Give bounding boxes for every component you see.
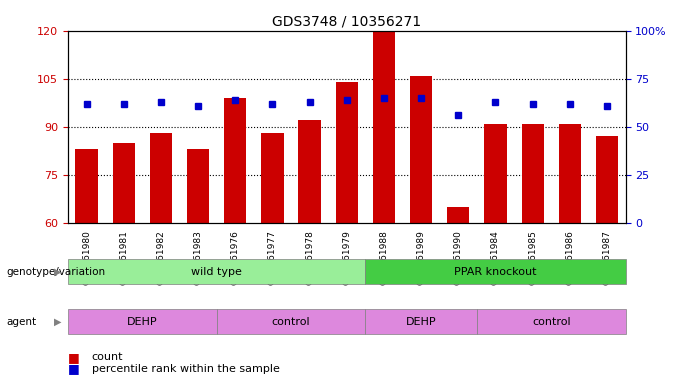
Text: count: count bbox=[92, 352, 123, 362]
Text: DEHP: DEHP bbox=[406, 316, 437, 327]
Bar bbox=[113, 143, 135, 223]
Bar bbox=[559, 124, 581, 223]
Text: ■: ■ bbox=[68, 362, 80, 375]
Text: DEHP: DEHP bbox=[127, 316, 158, 327]
Bar bbox=[373, 31, 395, 223]
Text: percentile rank within the sample: percentile rank within the sample bbox=[92, 364, 279, 374]
Text: PPAR knockout: PPAR knockout bbox=[454, 266, 537, 277]
Bar bbox=[261, 133, 284, 223]
Bar bbox=[224, 98, 246, 223]
Text: agent: agent bbox=[7, 316, 37, 327]
Bar bbox=[522, 124, 544, 223]
Bar bbox=[150, 133, 172, 223]
Text: ■: ■ bbox=[68, 351, 80, 364]
Text: control: control bbox=[272, 316, 310, 327]
Title: GDS3748 / 10356271: GDS3748 / 10356271 bbox=[272, 14, 422, 28]
Text: wild type: wild type bbox=[191, 266, 242, 277]
Bar bbox=[299, 120, 321, 223]
Text: ▶: ▶ bbox=[54, 266, 61, 277]
Bar bbox=[75, 149, 98, 223]
Text: ▶: ▶ bbox=[54, 316, 61, 327]
Bar bbox=[484, 124, 507, 223]
Text: genotype/variation: genotype/variation bbox=[7, 266, 106, 277]
Bar bbox=[596, 136, 618, 223]
Bar bbox=[336, 82, 358, 223]
Bar bbox=[447, 207, 469, 223]
Text: control: control bbox=[532, 316, 571, 327]
Bar bbox=[187, 149, 209, 223]
Bar bbox=[410, 76, 432, 223]
